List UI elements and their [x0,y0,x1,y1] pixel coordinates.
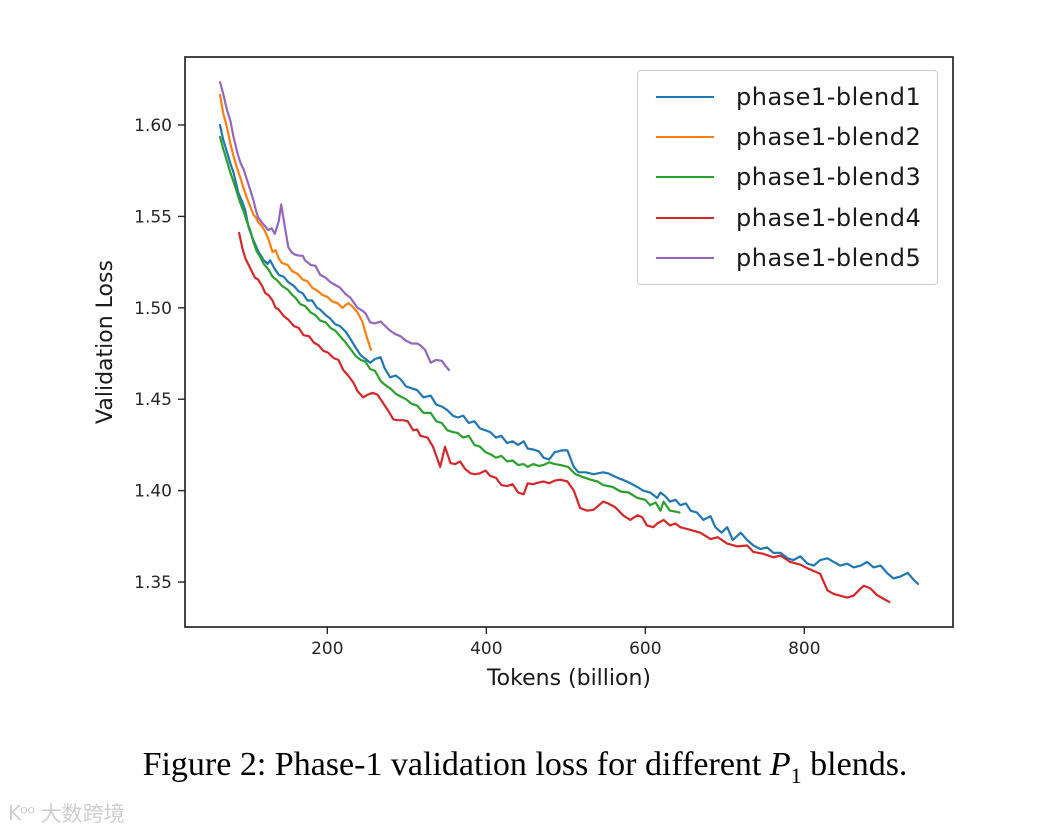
legend-label: phase1-blend1 [736,83,922,112]
y-tick-label: 1.50 [134,299,172,319]
legend-line-swatch [656,176,714,179]
watermark-text: 大数跨境 [40,802,125,826]
series-line-phase1-blend2 [218,93,373,351]
x-tick-label: 200 [311,639,343,659]
legend-label: phase1-blend4 [736,203,922,232]
plot-border [184,56,954,628]
legend-line-swatch [656,136,714,139]
x-axis-label: Tokens (billion) [486,666,651,691]
series-line-phase1-blend5 [218,80,451,372]
watermark: Kᵒᵒ 大数跨境 [8,798,125,828]
legend-entry-phase1-blend2: phase1-blend2 [638,117,937,157]
x-tick-label: 600 [629,639,661,659]
caption-math-subscript: 1 [790,762,802,788]
y-tick-label: 1.55 [134,207,172,227]
legend-label: phase1-blend5 [736,243,922,272]
x-tick-label: 400 [470,639,502,659]
legend-entry-phase1-blend4: phase1-blend4 [638,198,937,238]
watermark-logo-icon: Kᵒᵒ [8,801,36,825]
y-tick-label: 1.45 [134,390,172,410]
legend-line-swatch [656,96,714,99]
chart-legend: phase1-blend1 phase1-blend2 phase1-blend3 p… [637,70,938,285]
y-tick-label: 1.40 [134,482,172,502]
caption-prefix: Figure 2: [142,746,267,783]
legend-entry-phase1-blend3: phase1-blend3 [638,157,937,197]
legend-line-swatch [656,216,714,219]
x-tick-label: 800 [788,639,820,659]
series-line-phase1-blend4 [238,231,891,604]
series-line-phase1-blend1 [218,123,920,586]
caption-body: Phase-1 validation loss for different [266,746,770,783]
legend-entry-phase1-blend1: phase1-blend1 [638,77,937,117]
series-line-phase1-blend3 [218,135,681,514]
caption-suffix: blends. [801,746,908,783]
y-tick-label: 1.35 [134,573,172,593]
y-axis-label: Validation Loss [93,260,118,424]
legend-label: phase1-blend2 [736,123,922,152]
legend-line-swatch [656,256,714,259]
caption-math-symbol: P [769,746,791,783]
y-tick-label: 1.60 [134,116,172,136]
figure-caption: Figure 2: Phase-1 validation loss for di… [0,746,1050,789]
legend-label: phase1-blend3 [736,163,922,192]
legend-entry-phase1-blend5: phase1-blend5 [638,238,937,278]
